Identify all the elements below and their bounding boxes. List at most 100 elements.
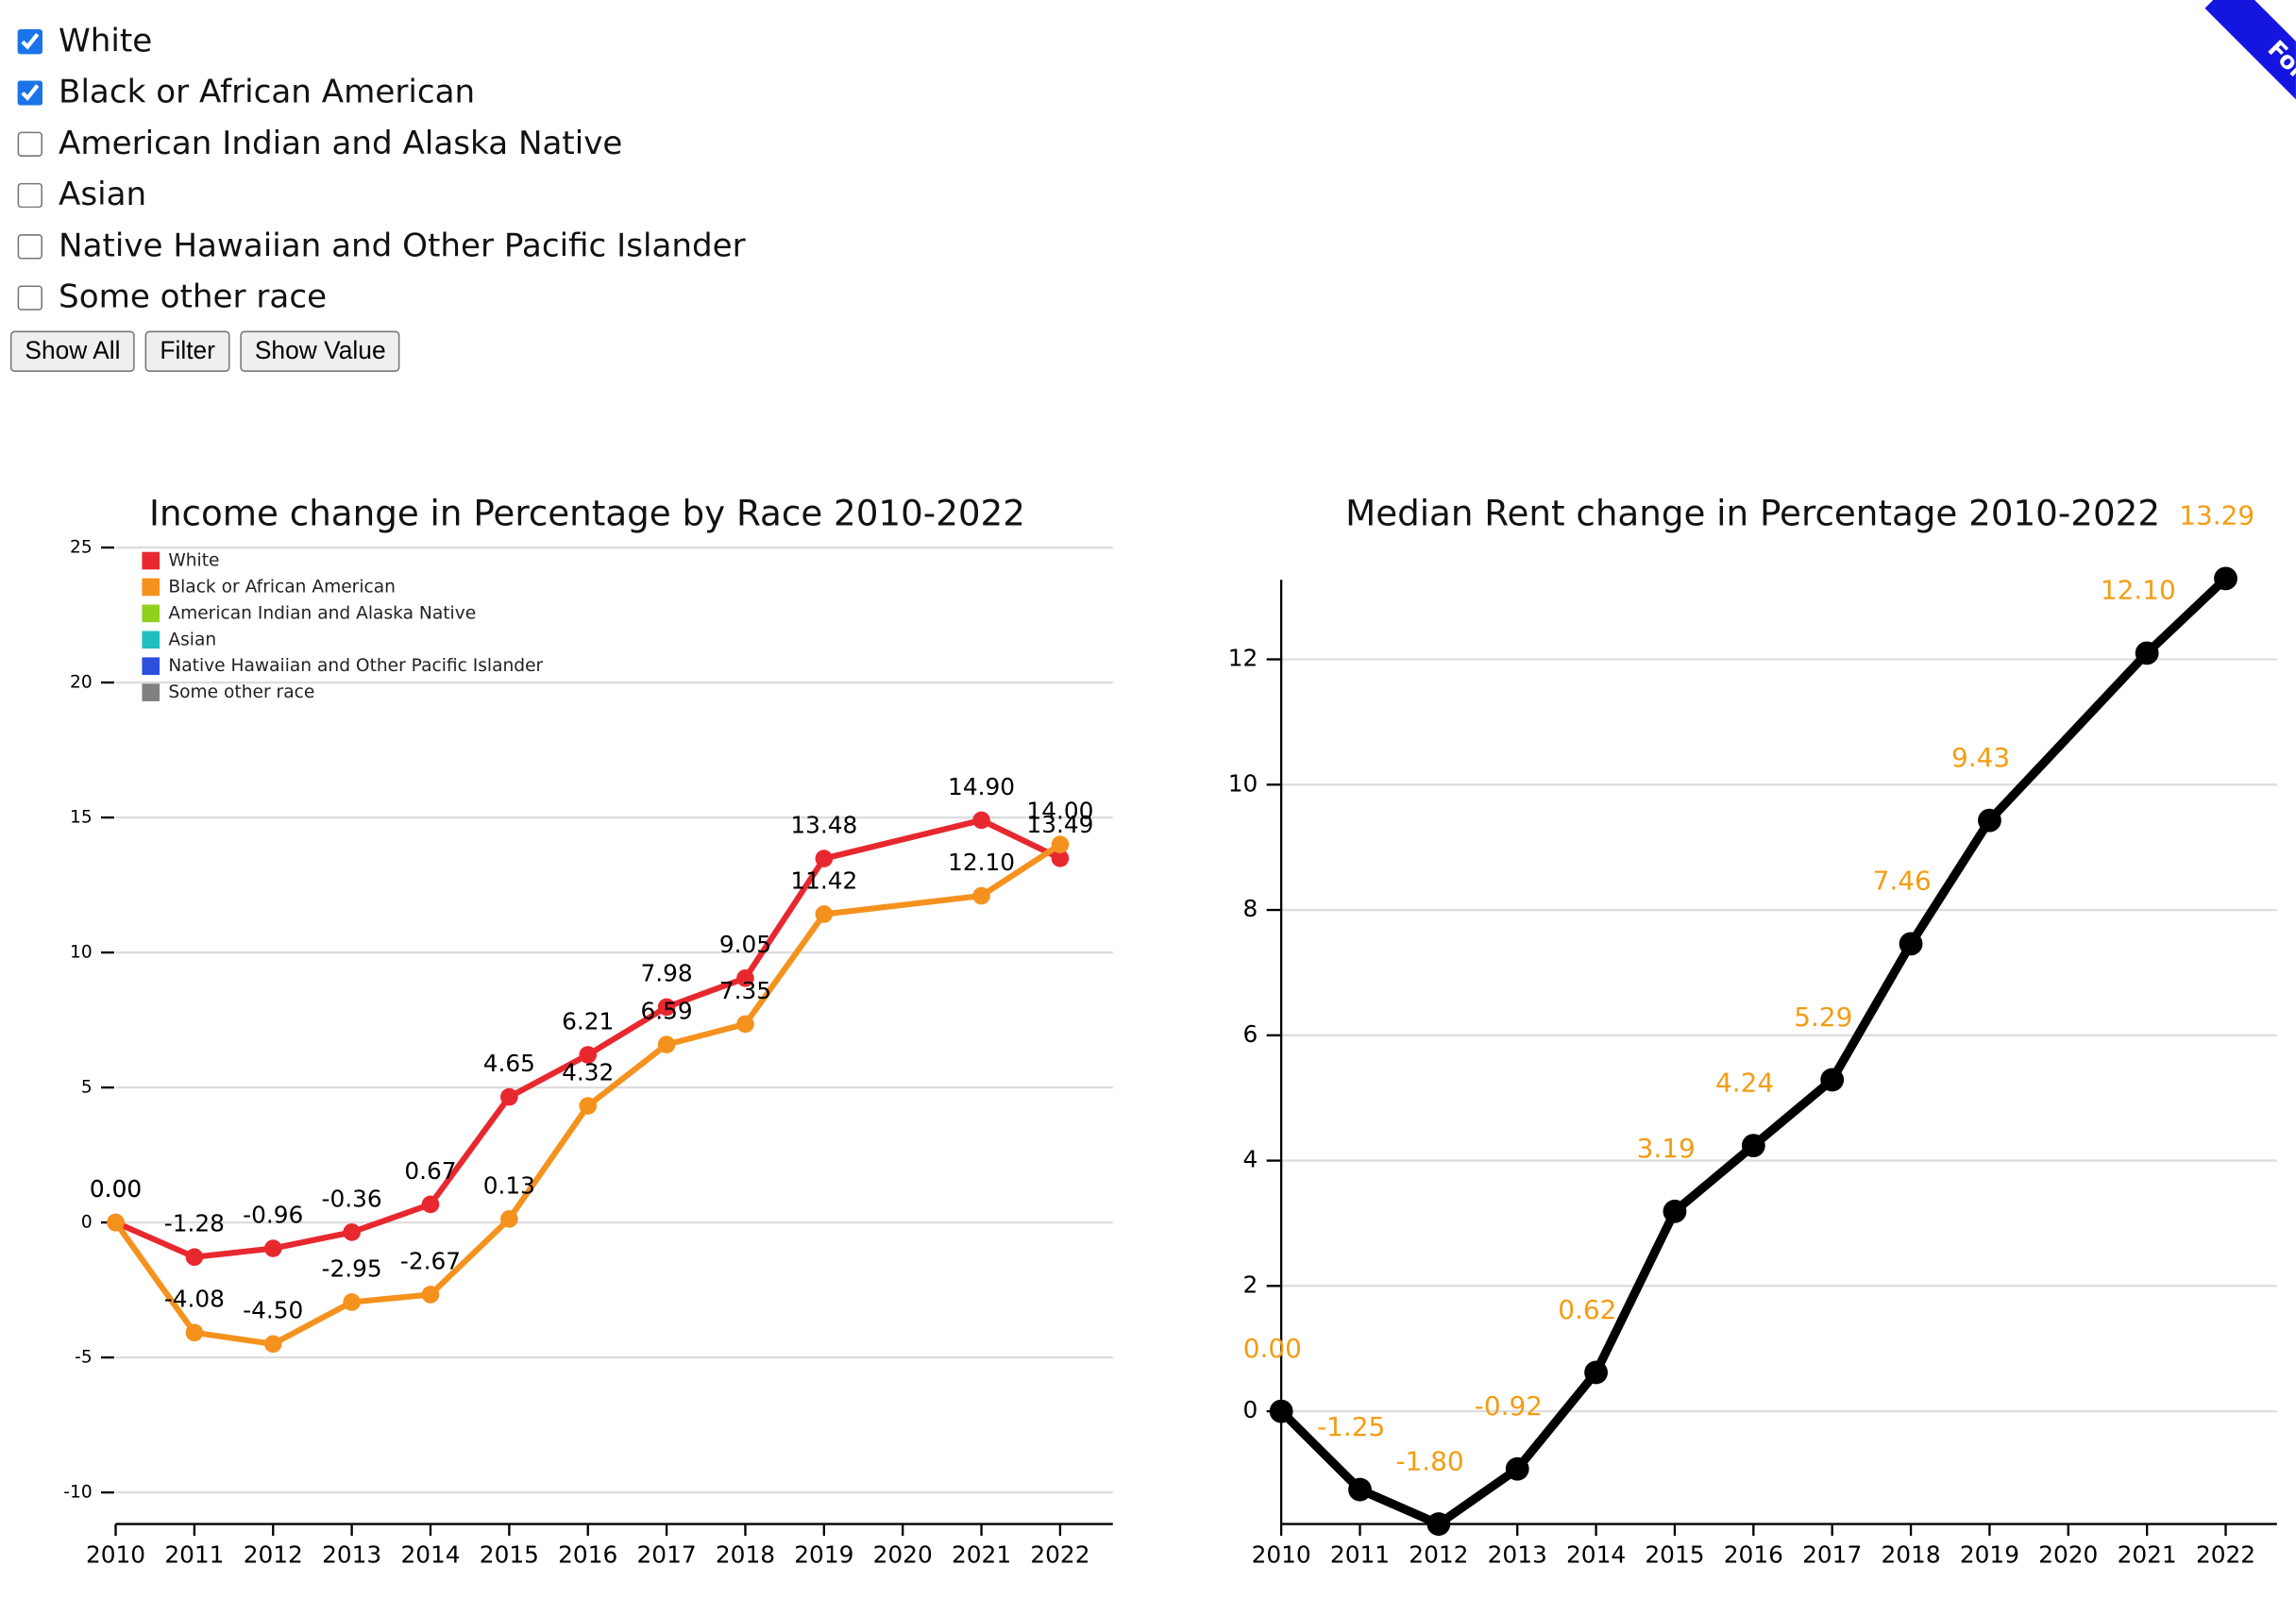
x-tick-label: 2016 bbox=[558, 1541, 617, 1569]
value-label: 0.00 bbox=[1243, 1333, 1302, 1364]
y-tick-label: 4 bbox=[1243, 1146, 1258, 1173]
data-point bbox=[263, 1239, 282, 1257]
data-point bbox=[1348, 1477, 1372, 1502]
checkbox-row[interactable]: Asian bbox=[15, 170, 746, 221]
x-tick-label: 2014 bbox=[1566, 1541, 1626, 1569]
data-point bbox=[107, 1213, 125, 1232]
value-label: 4.32 bbox=[562, 1058, 614, 1086]
data-point bbox=[500, 1087, 518, 1106]
button[interactable]: Show Value bbox=[240, 330, 401, 372]
value-label: -0.36 bbox=[322, 1185, 382, 1212]
checkbox[interactable] bbox=[17, 182, 42, 209]
value-label: 0.00 bbox=[90, 1175, 142, 1203]
button[interactable]: Show All bbox=[9, 330, 136, 372]
series-line bbox=[1277, 575, 2229, 1529]
data-point bbox=[263, 1335, 282, 1354]
legend-swatch bbox=[142, 578, 160, 597]
y-tick-label: 8 bbox=[1243, 895, 1258, 922]
y-tick-label: 5 bbox=[81, 1078, 93, 1098]
y-tick-label: -10 bbox=[63, 1483, 92, 1503]
checkbox-label: American Indian and Alaska Native bbox=[59, 126, 623, 163]
value-label: 5.29 bbox=[1794, 1001, 1852, 1033]
value-label: -1.25 bbox=[1317, 1411, 1385, 1442]
chart-title: Median Rent change in Percentage 2010-20… bbox=[1345, 492, 2160, 533]
data-point bbox=[972, 811, 990, 830]
checkbox-row[interactable]: Native Hawaiian and Other Pacific Island… bbox=[15, 221, 746, 272]
value-label: -0.96 bbox=[243, 1201, 303, 1228]
value-label: -2.95 bbox=[322, 1254, 382, 1282]
data-point bbox=[1505, 1456, 1529, 1481]
series-line bbox=[114, 816, 1062, 1260]
legend-swatch bbox=[142, 631, 160, 649]
data-point bbox=[500, 1210, 518, 1228]
y-tick-label: 0 bbox=[1243, 1396, 1258, 1423]
x-tick-label: 2020 bbox=[2038, 1541, 2098, 1569]
data-point bbox=[579, 1046, 598, 1064]
value-label: -4.50 bbox=[243, 1297, 303, 1324]
data-point bbox=[421, 1195, 440, 1214]
x-tick-label: 2015 bbox=[1645, 1541, 1704, 1569]
x-tick-label: 2021 bbox=[952, 1541, 1011, 1569]
x-tick-label: 2012 bbox=[1409, 1541, 1468, 1569]
x-tick-label: 2013 bbox=[322, 1541, 381, 1569]
data-point bbox=[1584, 1360, 1608, 1385]
value-label: -1.28 bbox=[164, 1210, 225, 1237]
data-point bbox=[185, 1248, 204, 1267]
value-label: 13.49 bbox=[1026, 811, 1093, 838]
chart-title: Income change in Percentage by Race 2010… bbox=[149, 492, 1025, 533]
checkbox[interactable] bbox=[17, 234, 42, 260]
checkbox[interactable] bbox=[17, 29, 42, 55]
x-tick-label: 2021 bbox=[2118, 1541, 2177, 1569]
data-point bbox=[736, 968, 754, 987]
y-tick-label: 0 bbox=[81, 1213, 93, 1233]
value-label: 6.21 bbox=[562, 1007, 614, 1035]
data-point bbox=[343, 1223, 361, 1241]
data-point bbox=[815, 850, 834, 867]
checkbox-row[interactable]: Some other race bbox=[15, 272, 746, 323]
data-point bbox=[2214, 566, 2237, 591]
value-label: 11.42 bbox=[790, 867, 857, 894]
data-point bbox=[736, 1015, 754, 1034]
checkbox[interactable] bbox=[17, 131, 42, 157]
legend-label: Native Hawaiian and Other Pacific Island… bbox=[168, 656, 543, 676]
value-label: -4.08 bbox=[164, 1286, 225, 1313]
value-label: 13.29 bbox=[2179, 500, 2254, 531]
value-label: -2.67 bbox=[400, 1247, 461, 1274]
legend-swatch bbox=[142, 604, 160, 623]
checkbox-label: White bbox=[59, 23, 153, 60]
y-tick-label: 25 bbox=[70, 538, 93, 558]
data-point bbox=[815, 905, 834, 923]
ribbon-band bbox=[2204, 0, 2296, 216]
checkbox[interactable] bbox=[17, 80, 42, 106]
legend-label: Asian bbox=[168, 630, 216, 649]
ribbon: Fork me bbox=[2204, 0, 2296, 216]
checkbox-row[interactable]: White bbox=[15, 16, 746, 67]
x-tick-label: 2016 bbox=[1724, 1541, 1783, 1569]
x-tick-label: 2018 bbox=[1882, 1541, 1941, 1569]
legend-swatch bbox=[142, 551, 160, 570]
checkbox-label: Native Hawaiian and Other Pacific Island… bbox=[59, 227, 746, 265]
value-label: 9.43 bbox=[1951, 742, 2010, 773]
checkbox-row[interactable]: American Indian and Alaska Native bbox=[15, 119, 746, 170]
value-label: 7.35 bbox=[719, 977, 771, 1004]
checkbox-row[interactable]: Black or African American bbox=[15, 67, 746, 118]
button[interactable]: Filter bbox=[144, 330, 230, 372]
data-point bbox=[1741, 1134, 1765, 1158]
race-filter: White Black or African American American I… bbox=[15, 16, 746, 324]
legend-label: Black or African American bbox=[168, 577, 396, 597]
x-tick-label: 2015 bbox=[480, 1541, 539, 1569]
y-tick-label: -5 bbox=[75, 1348, 93, 1368]
value-label: 13.48 bbox=[790, 811, 857, 838]
checkbox-label: Asian bbox=[59, 177, 147, 214]
x-tick-label: 2019 bbox=[1960, 1541, 2019, 1569]
y-tick-label: 6 bbox=[1243, 1020, 1258, 1048]
checkbox[interactable] bbox=[17, 285, 42, 311]
x-tick-label: 2017 bbox=[1802, 1541, 1862, 1569]
data-point bbox=[657, 998, 676, 1017]
data-point bbox=[1978, 808, 2001, 833]
data-point bbox=[2135, 641, 2159, 665]
value-label: 12.10 bbox=[948, 849, 1015, 876]
y-tick-label: 2 bbox=[1243, 1271, 1258, 1298]
value-label: 6.59 bbox=[640, 998, 692, 1025]
